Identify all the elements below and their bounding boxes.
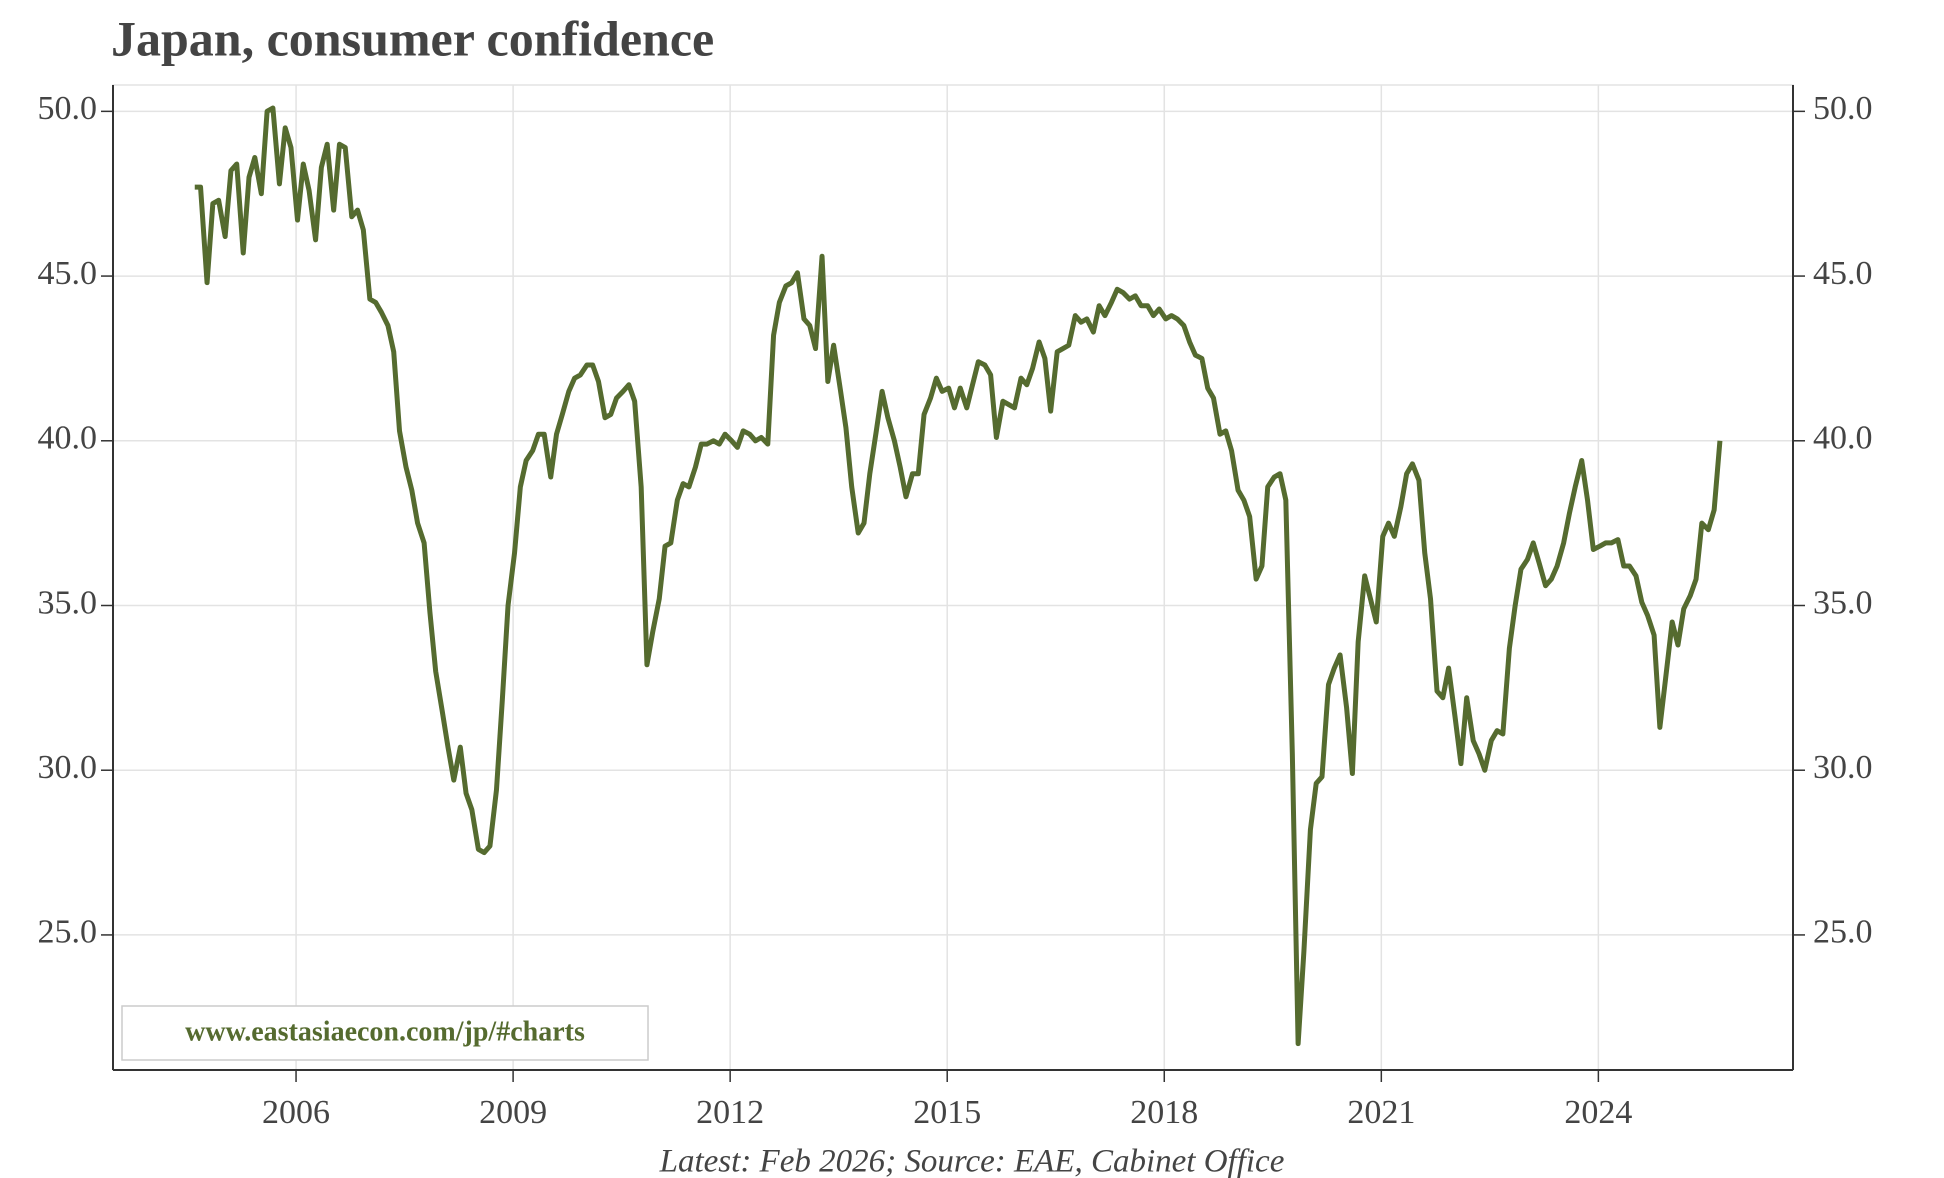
chart-title: Japan, consumer confidence <box>111 10 714 66</box>
y-tick-label: 25.0 <box>38 914 98 951</box>
y2-tick-label: 40.0 <box>1813 420 1873 457</box>
data-line <box>194 105 1723 1047</box>
watermark: www.eastasiaecon.com/jp/#charts <box>185 1016 585 1047</box>
x-tick-label: 2015 <box>913 1094 981 1131</box>
x-tick-label: 2021 <box>1347 1094 1415 1131</box>
x-tick-label: 2012 <box>696 1094 764 1131</box>
x-tick-label: 2006 <box>262 1094 330 1131</box>
x-tick-label: 2018 <box>1130 1094 1198 1131</box>
x-tick-label: 2024 <box>1564 1094 1632 1131</box>
y2-tick-label: 25.0 <box>1813 914 1873 951</box>
y2-tick-label: 35.0 <box>1813 584 1873 621</box>
x-tick-label: 2009 <box>479 1094 547 1131</box>
y2-tick-label: 30.0 <box>1813 749 1873 786</box>
watermark-box <box>121 1005 649 1061</box>
source-note: Latest: Feb 2026; Source: EAE, Cabinet O… <box>659 1144 1285 1178</box>
y-tick-label: 35.0 <box>38 584 98 621</box>
y-tick-label: 30.0 <box>38 749 98 786</box>
y2-tick-label: 45.0 <box>1813 255 1873 292</box>
y-tick-label: 40.0 <box>38 420 98 457</box>
y2-tick-label: 50.0 <box>1813 90 1873 127</box>
y-tick-label: 50.0 <box>38 90 98 127</box>
y-tick-label: 45.0 <box>38 255 98 292</box>
